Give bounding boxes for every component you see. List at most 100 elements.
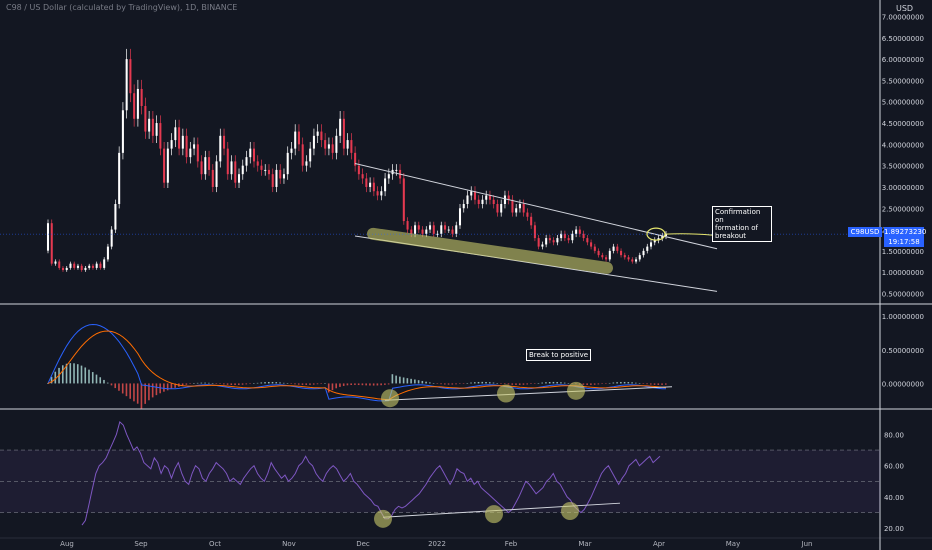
rsi-band [0, 450, 880, 513]
macd-histogram-bar [215, 383, 218, 384]
macd-histogram-bar [425, 381, 427, 384]
candle-body [623, 255, 626, 258]
candle-body [133, 93, 136, 119]
wedge-upper-trendline [354, 163, 718, 250]
macd-histogram-bar [241, 383, 244, 385]
macd-histogram-bar [316, 383, 319, 385]
macd-histogram-bar [638, 383, 641, 384]
macd-histogram-bar [548, 382, 551, 384]
candle-body [357, 165, 360, 175]
y-tick-label: 6.50000000 [882, 35, 924, 43]
macd-annotation[interactable]: Break to positive [526, 349, 592, 361]
candle-body [376, 191, 379, 196]
candle-body [646, 246, 649, 251]
candle-body [608, 250, 611, 260]
chart-legend-title: C98 / US Dollar (calculated by TradingVi… [6, 3, 238, 12]
macd-histogram-bar [95, 374, 98, 384]
macd-histogram-bar [144, 383, 146, 404]
candle-body [88, 265, 91, 268]
candle-body [590, 242, 593, 247]
macd-histogram-bar [496, 383, 499, 384]
y-tick-label: 80.00 [884, 431, 904, 439]
macd-histogram-bar [305, 383, 308, 385]
macd-histogram-bar [395, 375, 397, 384]
candle-body [582, 233, 585, 239]
candle-body [657, 238, 660, 241]
candle-body [339, 118, 342, 136]
macd-histogram-bar [545, 382, 547, 384]
candle-body [414, 225, 417, 234]
macd-histogram-bar [84, 367, 87, 384]
candle-body [260, 165, 263, 170]
y-tick-label: 1.00000000 [882, 313, 924, 321]
macd-histogram-bar [200, 382, 203, 384]
candle-body [241, 165, 244, 175]
macd-histogram-bar [47, 383, 49, 384]
macd-histogram-bar [230, 383, 233, 385]
x-tick-label: Nov [282, 540, 296, 548]
macd-histogram-bar [256, 382, 259, 384]
macd-histogram-bar [204, 382, 206, 384]
candle-body [365, 178, 368, 187]
macd-histogram-bar [440, 383, 442, 385]
macd-histogram-bar [155, 383, 158, 396]
macd-histogram-bar [136, 383, 139, 404]
candle-body [664, 234, 668, 236]
macd-histogram-bar [612, 382, 615, 384]
candle-body [267, 169, 271, 175]
candle-body [571, 233, 574, 241]
macd-histogram-bar [518, 383, 521, 385]
breakout-projection [664, 233, 713, 236]
macd-histogram-bar [586, 383, 588, 385]
macd-histogram-bar [50, 376, 53, 384]
candle-body [507, 195, 510, 200]
x-tick-label: 2022 [428, 540, 446, 548]
y-tick-label: 7.00000000 [882, 14, 924, 22]
candle-body [106, 246, 109, 260]
candle-body [597, 250, 600, 256]
macd-histogram-bar [327, 383, 330, 393]
macd-histogram-bar [331, 383, 334, 391]
macd-histogram-bar [447, 383, 450, 385]
macd-histogram-bar [114, 383, 117, 389]
candle-body [470, 191, 473, 196]
rsi-divergence-marker [485, 505, 503, 524]
macd-histogram-bar [282, 382, 285, 384]
macd-histogram-bar [346, 383, 349, 386]
candle-body [440, 225, 443, 234]
candle-body [436, 233, 439, 235]
macd-histogram-bar [267, 381, 270, 384]
candle-body [181, 135, 184, 149]
y-tick-label: 4.00000000 [882, 141, 924, 149]
candle-body [279, 169, 282, 179]
candle-body [256, 161, 259, 166]
macd-histogram-bar [459, 383, 461, 384]
candle-body [324, 140, 327, 149]
candle-body [331, 144, 334, 153]
y-tick-label: 40.00 [884, 494, 904, 502]
candle-body [451, 229, 454, 234]
candle-body [234, 161, 237, 183]
candle-body [533, 225, 536, 239]
macd-histogram-bar [582, 383, 585, 385]
candle-body [335, 135, 338, 153]
macd-histogram-bar [99, 377, 102, 384]
candle-body [515, 208, 518, 213]
x-tick-label: Jun [801, 540, 813, 548]
macd-histogram-bar [455, 383, 457, 385]
candle-body [80, 265, 83, 271]
macd-histogram-bar [500, 383, 502, 384]
macd-histogram-bar [181, 383, 184, 386]
candle-body [560, 233, 563, 239]
candle-body [530, 216, 533, 226]
macd-histogram-bar [473, 382, 476, 384]
candle-body [638, 255, 641, 260]
macd-histogram-bar [350, 383, 352, 386]
breakout-annotation[interactable]: Confirmation on formation of breakout [712, 206, 772, 242]
macd-histogram-bar [608, 382, 611, 384]
candle-body [496, 204, 499, 213]
candle-body [575, 229, 578, 234]
macd-histogram-bar [309, 383, 311, 385]
candle-body [649, 242, 653, 247]
